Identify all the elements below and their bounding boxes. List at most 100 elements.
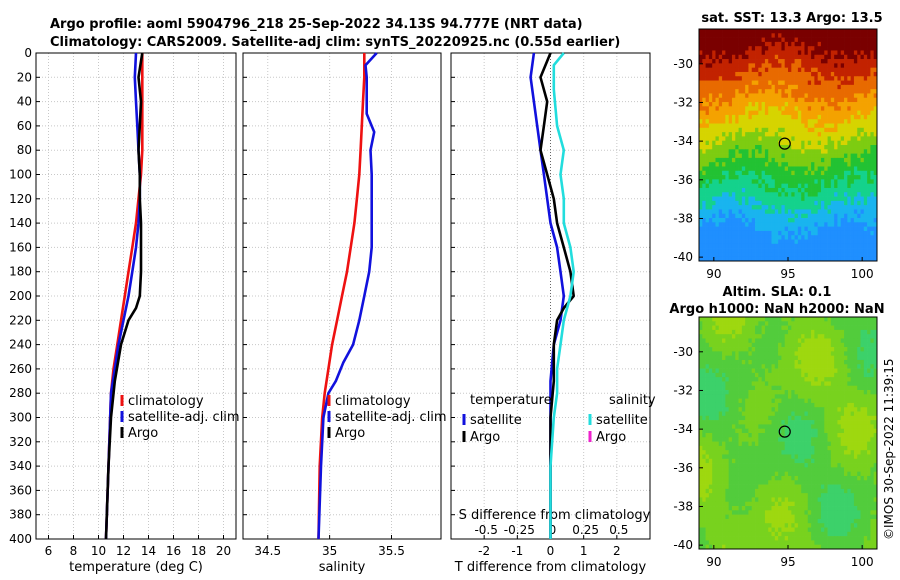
map-cell	[797, 239, 802, 245]
map-cell	[784, 67, 789, 73]
map-cell	[764, 106, 769, 111]
map-cell	[791, 415, 795, 421]
map-cell	[870, 192, 875, 197]
map-cell	[847, 110, 851, 116]
map-cell	[781, 175, 786, 180]
map-cell	[758, 187, 762, 193]
map-cell	[814, 54, 819, 60]
map-cell	[784, 226, 789, 232]
map-cell	[850, 54, 855, 60]
map-cell	[844, 411, 848, 417]
map-cell	[853, 394, 858, 399]
map-cell	[781, 127, 786, 133]
map-cell	[791, 364, 795, 369]
map-cell	[768, 342, 772, 348]
map-cell	[853, 450, 858, 455]
map-cell	[768, 106, 772, 111]
map-cell	[784, 162, 789, 167]
map-cell	[807, 102, 812, 107]
map-cell	[699, 213, 703, 219]
map-cell	[702, 196, 706, 202]
map-cell	[811, 114, 815, 120]
map-cell	[745, 179, 749, 185]
map-cell	[867, 321, 871, 326]
map-cell	[804, 71, 809, 77]
map-cell	[797, 41, 802, 47]
map-cell	[844, 209, 848, 215]
map-cell	[718, 385, 723, 391]
map-cell	[844, 230, 848, 236]
map-cell	[712, 355, 716, 361]
map-cell	[830, 97, 835, 103]
map-cell	[745, 411, 749, 417]
map-cell	[830, 80, 835, 86]
map-cell	[728, 342, 733, 348]
map-cell	[741, 50, 746, 56]
map-cell	[699, 381, 703, 387]
map-cell	[755, 325, 759, 331]
map-cell	[853, 145, 858, 150]
map-cell	[722, 93, 726, 99]
map-cell	[712, 67, 716, 73]
map-cell	[725, 196, 730, 202]
map-cell	[774, 192, 779, 197]
map-cell	[844, 235, 848, 240]
map-cell	[824, 205, 828, 210]
main-title-line2: Climatology: CARS2009. Satellite-adj cli…	[50, 35, 620, 50]
map-cell	[705, 359, 710, 365]
map-cell	[824, 123, 828, 129]
map-cell	[873, 243, 878, 249]
map-cell	[758, 114, 762, 120]
map-cell	[860, 454, 865, 460]
map-cell	[837, 127, 842, 133]
map-cell	[764, 54, 769, 60]
map-cell	[761, 50, 766, 56]
map-cell	[715, 377, 720, 382]
map-cell	[863, 50, 868, 56]
map-cell	[771, 390, 776, 395]
map-cell	[748, 402, 753, 408]
map-cell	[794, 437, 799, 442]
map-cell	[850, 329, 855, 335]
map-cell	[834, 248, 838, 253]
map-cell	[774, 80, 779, 86]
map-cell	[817, 149, 822, 154]
map-cell	[824, 67, 828, 73]
map-cell	[725, 218, 730, 223]
map-cell	[722, 71, 726, 77]
map-cell	[722, 377, 726, 382]
map-cell	[768, 338, 772, 344]
map-cell	[873, 420, 878, 425]
map-cell	[817, 243, 822, 249]
map-cell	[834, 93, 838, 99]
map-cell	[768, 218, 772, 223]
map-cell	[850, 136, 855, 142]
map-cell	[745, 364, 749, 369]
map-cell	[761, 329, 766, 335]
map-cell	[741, 166, 746, 172]
map-cell	[840, 329, 845, 335]
map-cell	[781, 248, 786, 253]
map-cell	[712, 321, 716, 326]
map-cell	[725, 157, 730, 163]
map-cell	[791, 166, 795, 172]
map-cell	[768, 33, 772, 38]
map-cell	[794, 123, 799, 129]
map-cell	[844, 364, 848, 369]
map-cell	[778, 127, 782, 133]
map-cell	[715, 127, 720, 133]
map-cell	[699, 226, 703, 232]
map-cell	[741, 33, 746, 38]
map-cell	[870, 114, 875, 120]
map-cell	[748, 355, 753, 361]
map-cell	[781, 205, 786, 210]
map-cell	[794, 256, 799, 262]
map-cell	[705, 175, 710, 180]
map-cell	[755, 162, 759, 167]
map-cell	[722, 175, 726, 180]
map-cell	[745, 102, 749, 107]
map-cell	[830, 132, 835, 137]
map-cell	[820, 63, 825, 69]
map-cell	[715, 157, 720, 163]
map-cell	[725, 205, 730, 210]
